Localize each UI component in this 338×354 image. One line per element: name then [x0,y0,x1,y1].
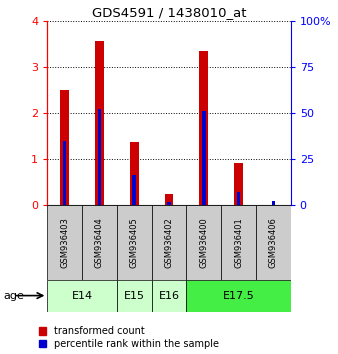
Text: E15: E15 [124,291,145,301]
Title: GDS4591 / 1438010_at: GDS4591 / 1438010_at [92,6,246,19]
Bar [186,280,291,312]
Bar [61,90,69,205]
Bar [117,205,152,280]
Text: E14: E14 [72,291,93,301]
Bar [130,142,139,205]
Text: GSM936403: GSM936403 [60,217,69,268]
Bar [199,51,208,205]
Bar [202,111,206,205]
Bar [132,175,136,205]
Bar [237,192,240,205]
Bar [47,280,117,312]
Text: GSM936405: GSM936405 [130,217,139,268]
Bar [98,109,101,205]
Text: GSM936402: GSM936402 [165,217,173,268]
Text: GSM936401: GSM936401 [234,217,243,268]
Bar [234,163,243,205]
Bar [117,280,152,312]
Bar [152,280,186,312]
Text: GSM936400: GSM936400 [199,217,208,268]
Text: age: age [3,291,24,301]
Bar [221,205,256,280]
Bar [256,205,291,280]
Bar [165,194,173,205]
Bar [167,202,171,205]
Bar [47,205,82,280]
Bar [152,205,186,280]
Legend: transformed count, percentile rank within the sample: transformed count, percentile rank withi… [39,326,219,349]
Bar [186,205,221,280]
Text: E16: E16 [159,291,179,301]
Bar [63,141,67,205]
Text: GSM936406: GSM936406 [269,217,278,268]
Text: GSM936404: GSM936404 [95,217,104,268]
Bar [271,201,275,205]
Bar [95,41,104,205]
Bar [82,205,117,280]
Text: E17.5: E17.5 [223,291,255,301]
